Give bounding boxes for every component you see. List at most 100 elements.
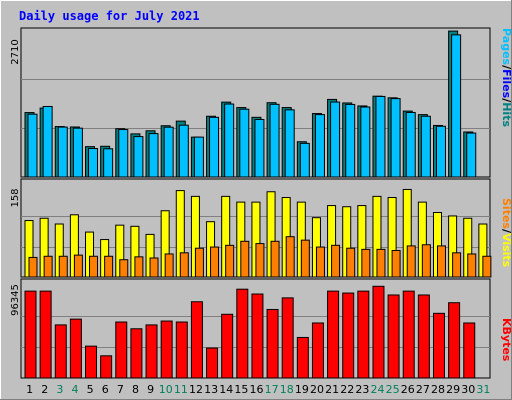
- files-bar: [88, 148, 99, 178]
- x-tick-label: 26: [401, 383, 415, 396]
- kbytes-bar: [236, 288, 249, 379]
- legend-pages-files-hits-part: /: [500, 98, 512, 103]
- kbytes-bar: [130, 328, 143, 379]
- sites-bar: [361, 248, 371, 278]
- sites-bar: [346, 247, 356, 278]
- y-max-label-visits: 158: [10, 188, 21, 207]
- kbytes-bar: [175, 321, 188, 379]
- sites-bar: [225, 244, 235, 278]
- files-bar: [330, 101, 341, 178]
- kbytes-bar: [327, 290, 340, 379]
- files-bar: [42, 105, 53, 178]
- x-tick-label: 29: [446, 383, 460, 396]
- sites-bar: [300, 239, 310, 278]
- x-tick-label: 3: [56, 383, 63, 396]
- kbytes-bar: [296, 336, 309, 379]
- x-tick-label: 20: [310, 383, 324, 396]
- kbytes-bar: [417, 294, 430, 379]
- kbytes-bar: [463, 322, 476, 379]
- x-tick-label: 17: [265, 383, 279, 396]
- files-bar: [360, 106, 371, 178]
- legend-sites-visits-part: Sites: [500, 198, 512, 229]
- sites-bar: [194, 247, 204, 278]
- legend-sites-visits-part: /: [500, 229, 512, 234]
- files-bar: [284, 109, 295, 178]
- kbytes-bar: [69, 318, 82, 379]
- files-bar: [269, 103, 280, 178]
- legend-kbytes: KBytes: [500, 318, 512, 362]
- x-tick-label: 9: [147, 383, 154, 396]
- files-bar: [193, 136, 204, 178]
- sites-bar: [164, 253, 174, 278]
- kbytes-bar: [387, 294, 400, 379]
- sites-bar: [179, 252, 189, 278]
- x-tick-label: 14: [219, 383, 233, 396]
- files-bar: [72, 127, 83, 178]
- x-tick-label: 12: [189, 383, 203, 396]
- kbytes-bar: [342, 292, 355, 379]
- sites-bar: [391, 250, 401, 278]
- kbytes-bar: [221, 313, 234, 379]
- sites-bar: [119, 259, 129, 278]
- kbytes-bar: [251, 293, 264, 379]
- x-tick-label: 15: [234, 383, 248, 396]
- files-bar: [118, 129, 129, 178]
- x-tick-label: 27: [416, 383, 430, 396]
- files-bar: [163, 126, 174, 178]
- kbytes-bar: [145, 324, 158, 379]
- kbytes-bar: [160, 320, 173, 379]
- kbytes-bar: [100, 355, 113, 379]
- files-bar: [57, 126, 68, 178]
- kbytes-bar: [115, 321, 128, 379]
- legend-kbytes-part: KBytes: [500, 318, 512, 362]
- sites-bar: [421, 244, 431, 278]
- files-bar: [420, 115, 431, 178]
- chart-title: Daily usage for July 2021: [19, 9, 200, 23]
- kbytes-bar: [24, 290, 37, 379]
- x-tick-label: 6: [102, 383, 109, 396]
- x-tick-label: 16: [250, 383, 264, 396]
- sites-bar: [452, 252, 462, 278]
- legend-sites-visits: Sites/Visits: [500, 198, 512, 268]
- files-bar: [345, 103, 356, 178]
- files-bar: [435, 125, 446, 178]
- x-tick-label: 21: [325, 383, 339, 396]
- sites-bar: [255, 243, 265, 278]
- files-bar: [405, 111, 416, 178]
- legend-sites-visits-part: Visits: [500, 233, 512, 268]
- x-tick-label: 28: [431, 383, 445, 396]
- legend-pages-files-hits: Pages/Files/Hits: [500, 28, 512, 127]
- sites-bar: [436, 245, 446, 278]
- files-bar: [314, 114, 325, 178]
- x-tick-label: 25: [386, 383, 400, 396]
- kbytes-bar: [448, 302, 461, 379]
- files-bar: [27, 113, 38, 178]
- y-max-label-hits: 2710: [10, 39, 21, 64]
- legend-pages-files-hits-part: Hits: [500, 102, 512, 127]
- files-bar: [254, 119, 265, 178]
- kbytes-bar: [432, 312, 445, 379]
- sites-bar: [467, 253, 477, 278]
- kbytes-bar: [54, 324, 67, 379]
- files-bar: [103, 148, 114, 178]
- files-bar: [224, 103, 235, 178]
- x-tick-label: 8: [132, 383, 139, 396]
- kbytes-bar: [281, 297, 294, 379]
- files-bar: [466, 132, 477, 178]
- kbytes-bar: [311, 322, 324, 379]
- files-bar: [133, 136, 144, 178]
- kbytes-bar: [402, 290, 415, 379]
- kbytes-bar: [266, 308, 279, 379]
- sites-bar: [240, 240, 250, 278]
- files-bar: [209, 116, 220, 178]
- kbytes-bar: [85, 345, 98, 379]
- sites-bar: [210, 246, 220, 278]
- x-tick-label: 10: [159, 383, 173, 396]
- x-tick-label: 13: [204, 383, 218, 396]
- sites-bar: [89, 255, 99, 278]
- x-tick-label: 1: [26, 383, 33, 396]
- sites-bar: [270, 240, 280, 278]
- legend-pages-files-hits-part: /: [500, 65, 512, 70]
- sites-bar: [58, 255, 68, 278]
